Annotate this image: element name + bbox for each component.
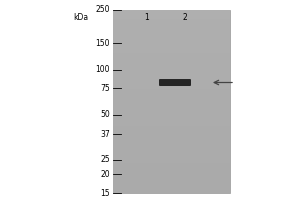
Bar (113, 187, 230, 190)
Bar (113, 138, 230, 142)
Bar (113, 172, 230, 175)
Bar (113, 53, 230, 56)
Bar (113, 135, 230, 139)
Text: 100: 100 (95, 65, 110, 74)
Bar (113, 92, 230, 96)
Bar (113, 77, 230, 81)
Text: 75: 75 (100, 84, 110, 93)
Bar (113, 178, 230, 181)
Bar (113, 31, 230, 35)
Bar (113, 156, 230, 160)
Text: 2: 2 (183, 13, 188, 22)
Bar (113, 44, 230, 47)
Bar (113, 166, 230, 169)
Bar (113, 147, 230, 151)
Bar (113, 144, 230, 148)
Bar (113, 129, 230, 132)
Bar (113, 80, 230, 84)
Bar (113, 132, 230, 136)
Bar (113, 184, 230, 187)
FancyBboxPatch shape (159, 79, 191, 86)
Bar (113, 50, 230, 53)
Text: 25: 25 (100, 155, 110, 164)
Bar (113, 37, 230, 41)
Bar (113, 175, 230, 178)
Bar (113, 126, 230, 129)
Bar (113, 22, 230, 26)
Bar (113, 68, 230, 72)
Bar (113, 10, 230, 193)
Bar (113, 16, 230, 20)
Bar (113, 40, 230, 44)
Bar (113, 169, 230, 172)
Bar (113, 65, 230, 68)
Bar (113, 86, 230, 90)
Bar (113, 190, 230, 194)
Bar (113, 181, 230, 184)
Bar (113, 74, 230, 78)
Bar (113, 105, 230, 108)
Text: kDa: kDa (73, 13, 88, 22)
Bar (113, 162, 230, 166)
Bar (113, 56, 230, 59)
Bar (113, 19, 230, 23)
Bar (113, 10, 230, 14)
Bar (113, 102, 230, 105)
Bar (113, 89, 230, 93)
Text: 1: 1 (145, 13, 149, 22)
Bar (113, 13, 230, 17)
Bar (113, 83, 230, 87)
Bar (113, 47, 230, 50)
Bar (113, 95, 230, 99)
Bar (113, 114, 230, 117)
Bar (113, 123, 230, 126)
Bar (113, 141, 230, 145)
Bar (113, 71, 230, 75)
Text: 15: 15 (100, 188, 110, 198)
Bar (113, 25, 230, 29)
Bar (113, 59, 230, 62)
Bar (113, 28, 230, 32)
Text: 50: 50 (100, 110, 110, 119)
Bar (113, 117, 230, 120)
Bar (113, 150, 230, 154)
Bar (113, 120, 230, 123)
Bar (113, 34, 230, 38)
Bar (113, 111, 230, 114)
Bar (113, 98, 230, 102)
Bar (113, 153, 230, 157)
Bar (113, 108, 230, 111)
Text: 20: 20 (100, 170, 110, 179)
Bar (113, 62, 230, 65)
Bar (113, 159, 230, 163)
Text: 37: 37 (100, 130, 110, 139)
Text: 150: 150 (95, 39, 110, 48)
Text: 250: 250 (95, 5, 110, 15)
